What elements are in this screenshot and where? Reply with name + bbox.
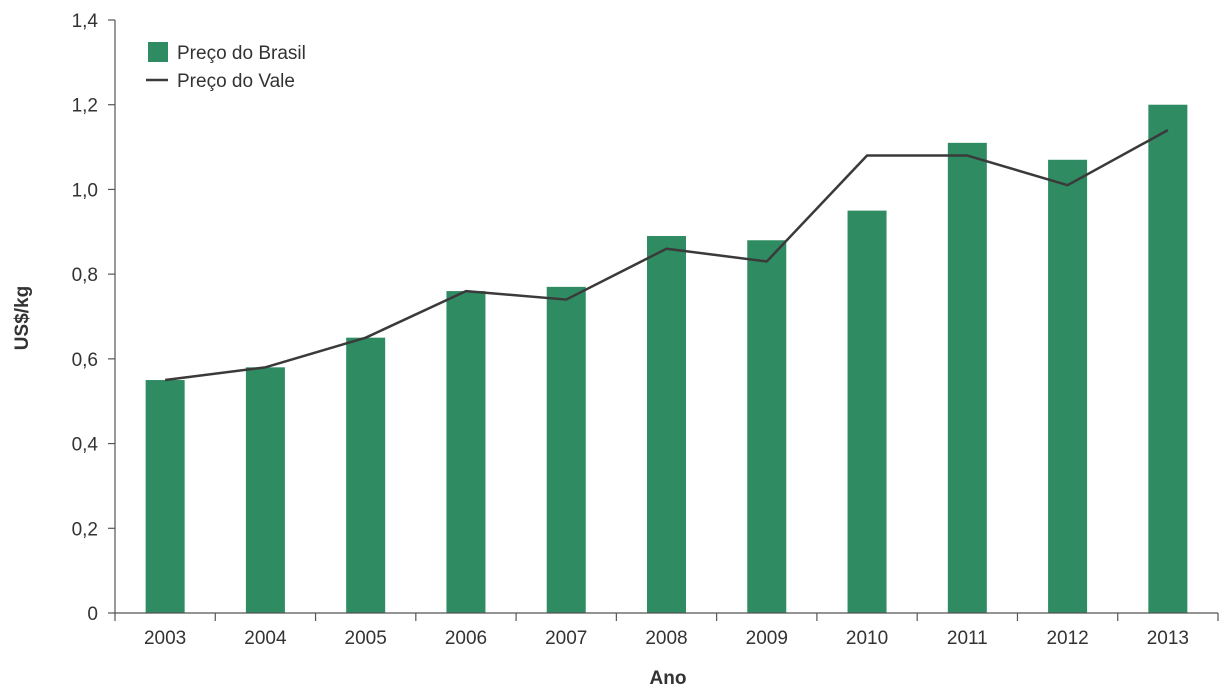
bar-2004 — [245, 367, 285, 613]
bar-2012 — [1048, 159, 1088, 613]
x-tick-label: 2008 — [645, 628, 687, 649]
bar-2013 — [1148, 104, 1188, 614]
x-tick-label: 2003 — [144, 628, 186, 649]
bar-2011 — [947, 142, 987, 613]
y-tick-label: 0,2 — [72, 519, 98, 540]
x-tick-label: 2010 — [846, 628, 888, 649]
x-tick-label: 2006 — [445, 628, 487, 649]
line-layer — [164, 129, 1169, 382]
axes-layer: 0 0,2 0,4 0,6 0,8 1,0 1,2 1,4 2003 2004 2005 2006 20… — [72, 11, 1219, 649]
legend-label-bar: Preço do Brasil — [177, 43, 306, 64]
x-tick-label: 2009 — [746, 628, 788, 649]
x-tick-label: 2005 — [345, 628, 387, 649]
y-tick-label: 0,8 — [72, 265, 98, 286]
y-tick-label: 0 — [87, 604, 98, 625]
bar-2003 — [145, 380, 185, 613]
y-tick-label: 1,0 — [72, 180, 98, 201]
bar-2005 — [346, 337, 386, 613]
x-axis-title: Ano — [650, 668, 687, 685]
bar-2007 — [546, 286, 586, 613]
x-tick-label: 2012 — [1046, 628, 1088, 649]
y-tick-label: 0,6 — [72, 350, 98, 371]
x-tick-label: 2013 — [1147, 628, 1189, 649]
bars-layer — [145, 104, 1188, 614]
bar-2010 — [847, 210, 887, 614]
y-tick-label: 0,4 — [72, 435, 99, 456]
bar-2008 — [647, 236, 686, 613]
legend-label-line: Preço do Vale — [177, 71, 295, 92]
bar-2006 — [446, 291, 486, 613]
y-axis-title: US$/kg — [12, 286, 33, 350]
y-tick-label: 1,2 — [72, 96, 98, 117]
x-tick-label: 2011 — [947, 628, 988, 649]
x-tick-label: 2004 — [244, 628, 287, 649]
legend: Preço do Brasil Preço do Vale — [146, 42, 306, 92]
line-preco-do-vale — [164, 129, 1169, 382]
legend-swatch-bar — [148, 42, 168, 62]
y-tick-label: 1,4 — [72, 11, 99, 32]
x-tick-label: 2007 — [545, 628, 587, 649]
bar-2009 — [747, 240, 787, 613]
